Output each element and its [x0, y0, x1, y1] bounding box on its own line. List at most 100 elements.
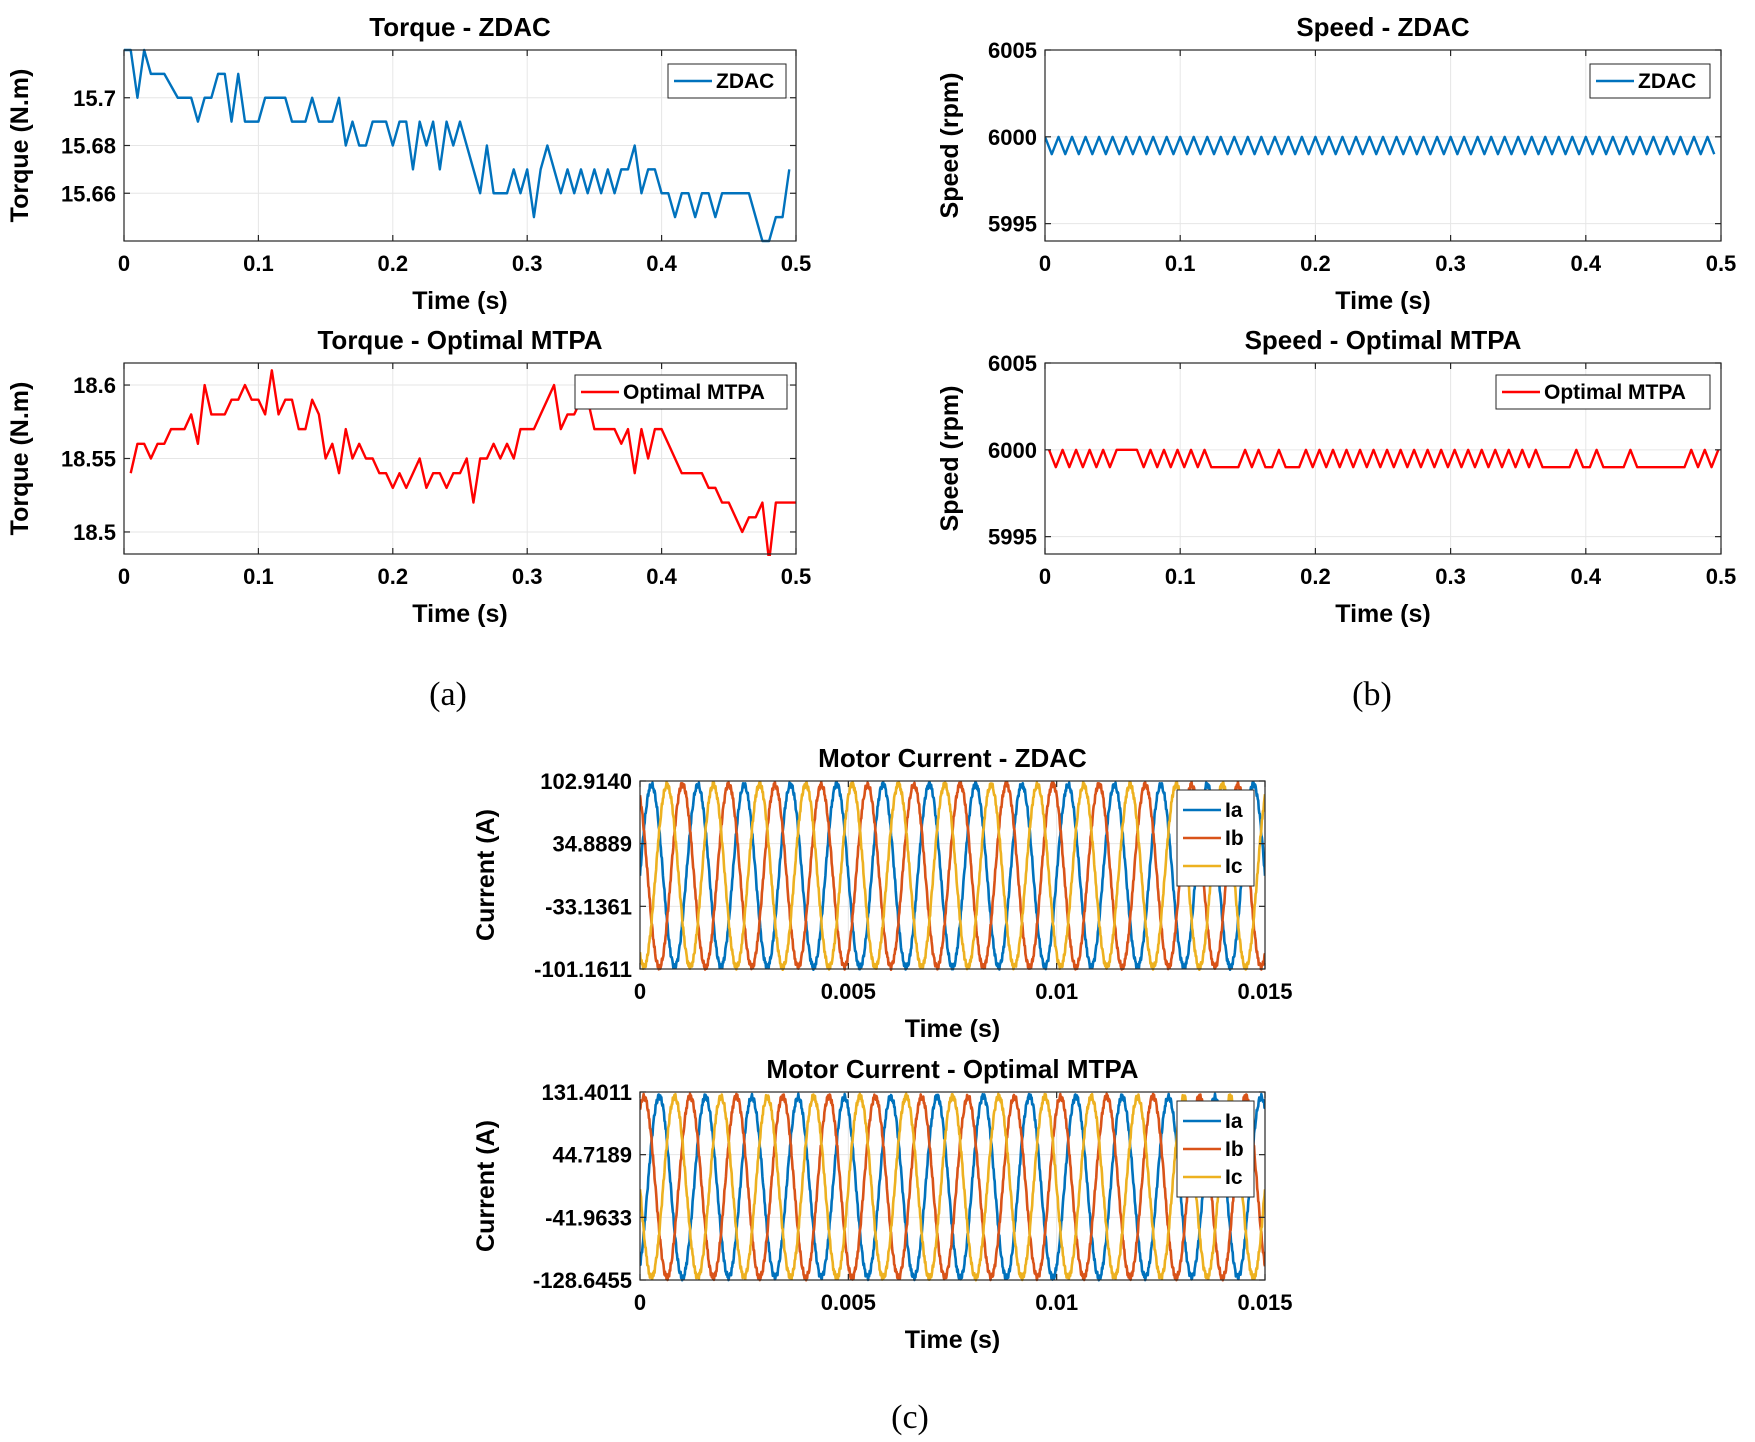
y-tick-label: -33.1361: [545, 894, 632, 919]
legend: ZDAC: [1589, 63, 1711, 99]
x-tick-label: 0.01: [1035, 979, 1078, 1004]
chart-current-zdac: 0 0.005 0.01 0.015 -101.1611 -33.1361 34.8889 1…: [472, 743, 1293, 1043]
y-axis-label: Current (A): [472, 809, 500, 941]
x-tick-label: 0.01: [1035, 1290, 1078, 1315]
chart-current-mtpa: 0 0.005 0.01 0.015 -128.6455 -41.9633 44.7189 1…: [472, 1054, 1293, 1354]
axes-box: [639, 780, 1266, 970]
chart-speed-mtpa: 0 0.1 0.2 0.3 0.4 0.5 5995 6000 6005 Speed - Opti…: [936, 325, 1736, 628]
x-tick-label: 0.5: [781, 251, 812, 276]
y-tick-label: -41.9633: [545, 1205, 632, 1230]
y-tick-label: 131.4011: [541, 1080, 632, 1105]
y-tick-label: 18.6: [73, 373, 116, 398]
x-tick-label: 0: [634, 979, 646, 1004]
x-tick-label: 0.005: [821, 1290, 876, 1315]
x-tick-label: 0.3: [512, 251, 543, 276]
y-tick-label: 15.7: [73, 86, 116, 111]
legend-label: Optimal MTPA: [623, 381, 765, 404]
legend-label: Ia: [1225, 1110, 1243, 1133]
x-tick-label: 0.3: [512, 564, 543, 589]
x-tick-label: 0.1: [1165, 251, 1196, 276]
axes-box: [639, 1091, 1266, 1281]
series-line-ib: [640, 1092, 1265, 1282]
x-tick-label: 0.3: [1435, 251, 1466, 276]
x-tick-label: 0: [634, 1290, 646, 1315]
x-axis-label: Time (s): [412, 600, 507, 628]
chart-torque-mtpa: 0 0.1 0.2 0.3 0.4 0.5 18.5 18.55 18.6 Torque - Op…: [6, 325, 811, 628]
series-line-zdac: [124, 48, 791, 243]
x-tick-label: 0.5: [1706, 251, 1737, 276]
chart-title: Speed - ZDAC: [1296, 12, 1470, 42]
x-tick-label: 0.1: [243, 251, 274, 276]
y-tick-label: -128.6455: [533, 1268, 632, 1293]
series-line-ic: [640, 780, 1265, 971]
x-tick-label: 0.2: [1300, 251, 1331, 276]
x-tick-label: 0.5: [781, 564, 812, 589]
caption-b: (b): [1352, 676, 1392, 713]
y-axis-label: Speed (rpm): [936, 73, 964, 219]
y-tick-label: 102.9140: [540, 769, 632, 794]
series-line-ic: [640, 1092, 1265, 1282]
x-axis-label: Time (s): [1335, 600, 1430, 628]
legend-label: Ic: [1225, 855, 1243, 878]
y-tick-label: 5995: [988, 525, 1037, 550]
legend-label: Optimal MTPA: [1544, 381, 1686, 404]
legend-label: ZDAC: [1638, 70, 1696, 93]
y-tick-label: 34.8889: [552, 832, 632, 857]
y-axis-label: Current (A): [472, 1120, 500, 1252]
chart-title: Torque - Optimal MTPA: [317, 325, 602, 355]
y-tick-label: 44.7189: [552, 1143, 632, 1168]
y-tick-label: 18.5: [73, 520, 116, 545]
x-tick-label: 0.5: [1706, 564, 1737, 589]
x-tick-label: 0.4: [646, 564, 677, 589]
y-tick-label: 15.68: [61, 134, 116, 159]
x-tick-label: 0: [118, 564, 130, 589]
y-axis-label: Torque (N.m): [6, 69, 34, 223]
legend: Optimal MTPA: [574, 374, 788, 410]
x-axis-label: Time (s): [412, 287, 507, 315]
plot-area: [640, 1092, 1265, 1280]
x-tick-label: 0: [118, 251, 130, 276]
chart-torque-zdac: 0 0.1 0.2 0.3 0.4 0.5 15.66 15.68 15.7 Torque - Z…: [6, 12, 811, 315]
x-tick-label: 0.1: [1165, 564, 1196, 589]
caption-a: (a): [429, 676, 467, 713]
axes-box: [1044, 362, 1722, 555]
y-axis-label: Speed (rpm): [936, 386, 964, 532]
x-axis-label: Time (s): [1335, 287, 1430, 315]
chart-speed-zdac: 0 0.1 0.2 0.3 0.4 0.5 5995 6000 6005 Speed - ZDAC…: [936, 12, 1736, 315]
x-tick-label: 0.2: [378, 251, 409, 276]
chart-title: Motor Current - Optimal MTPA: [766, 1054, 1138, 1084]
caption-c: (c): [891, 1399, 929, 1436]
x-tick-label: 0: [1039, 564, 1051, 589]
y-tick-label: 6005: [988, 38, 1037, 63]
x-tick-label: 0.005: [821, 979, 876, 1004]
x-axis-label: Time (s): [905, 1015, 1000, 1043]
chart-title: Torque - ZDAC: [369, 12, 551, 42]
x-tick-label: 0.4: [1571, 251, 1602, 276]
legend-label: Ib: [1225, 827, 1244, 850]
y-tick-label: 5995: [988, 212, 1037, 237]
x-tick-label: 0.2: [1300, 564, 1331, 589]
y-tick-label: 18.55: [61, 447, 116, 472]
series-line-ia: [640, 780, 1265, 971]
y-tick-label: 15.66: [61, 181, 116, 206]
legend-label: ZDAC: [716, 70, 774, 93]
legend-label: Ib: [1225, 1138, 1244, 1161]
chart-title: Speed - Optimal MTPA: [1245, 325, 1522, 355]
x-tick-label: 0.4: [1571, 564, 1602, 589]
legend-label: Ia: [1225, 799, 1243, 822]
y-tick-label: 6005: [988, 351, 1037, 376]
series-line-zdac: [1045, 135, 1716, 156]
legend: Optimal MTPA: [1495, 374, 1711, 410]
legend: ZDAC: [667, 63, 787, 99]
y-axis-label: Torque (N.m): [6, 382, 34, 536]
subplots: 0 0.1 0.2 0.3 0.4 0.5 15.66 15.68 15.7 Torque - Z…: [6, 12, 1736, 1354]
axes-box: [1044, 49, 1722, 242]
legend-label: Ic: [1225, 1166, 1243, 1189]
series-line-optimal-mtpa: [1047, 448, 1720, 469]
x-tick-label: 0.1: [243, 564, 274, 589]
y-tick-label: -101.1611: [534, 957, 632, 982]
x-axis-label: Time (s): [905, 1326, 1000, 1354]
x-tick-label: 0.015: [1237, 979, 1292, 1004]
plot-area: [640, 781, 1265, 969]
